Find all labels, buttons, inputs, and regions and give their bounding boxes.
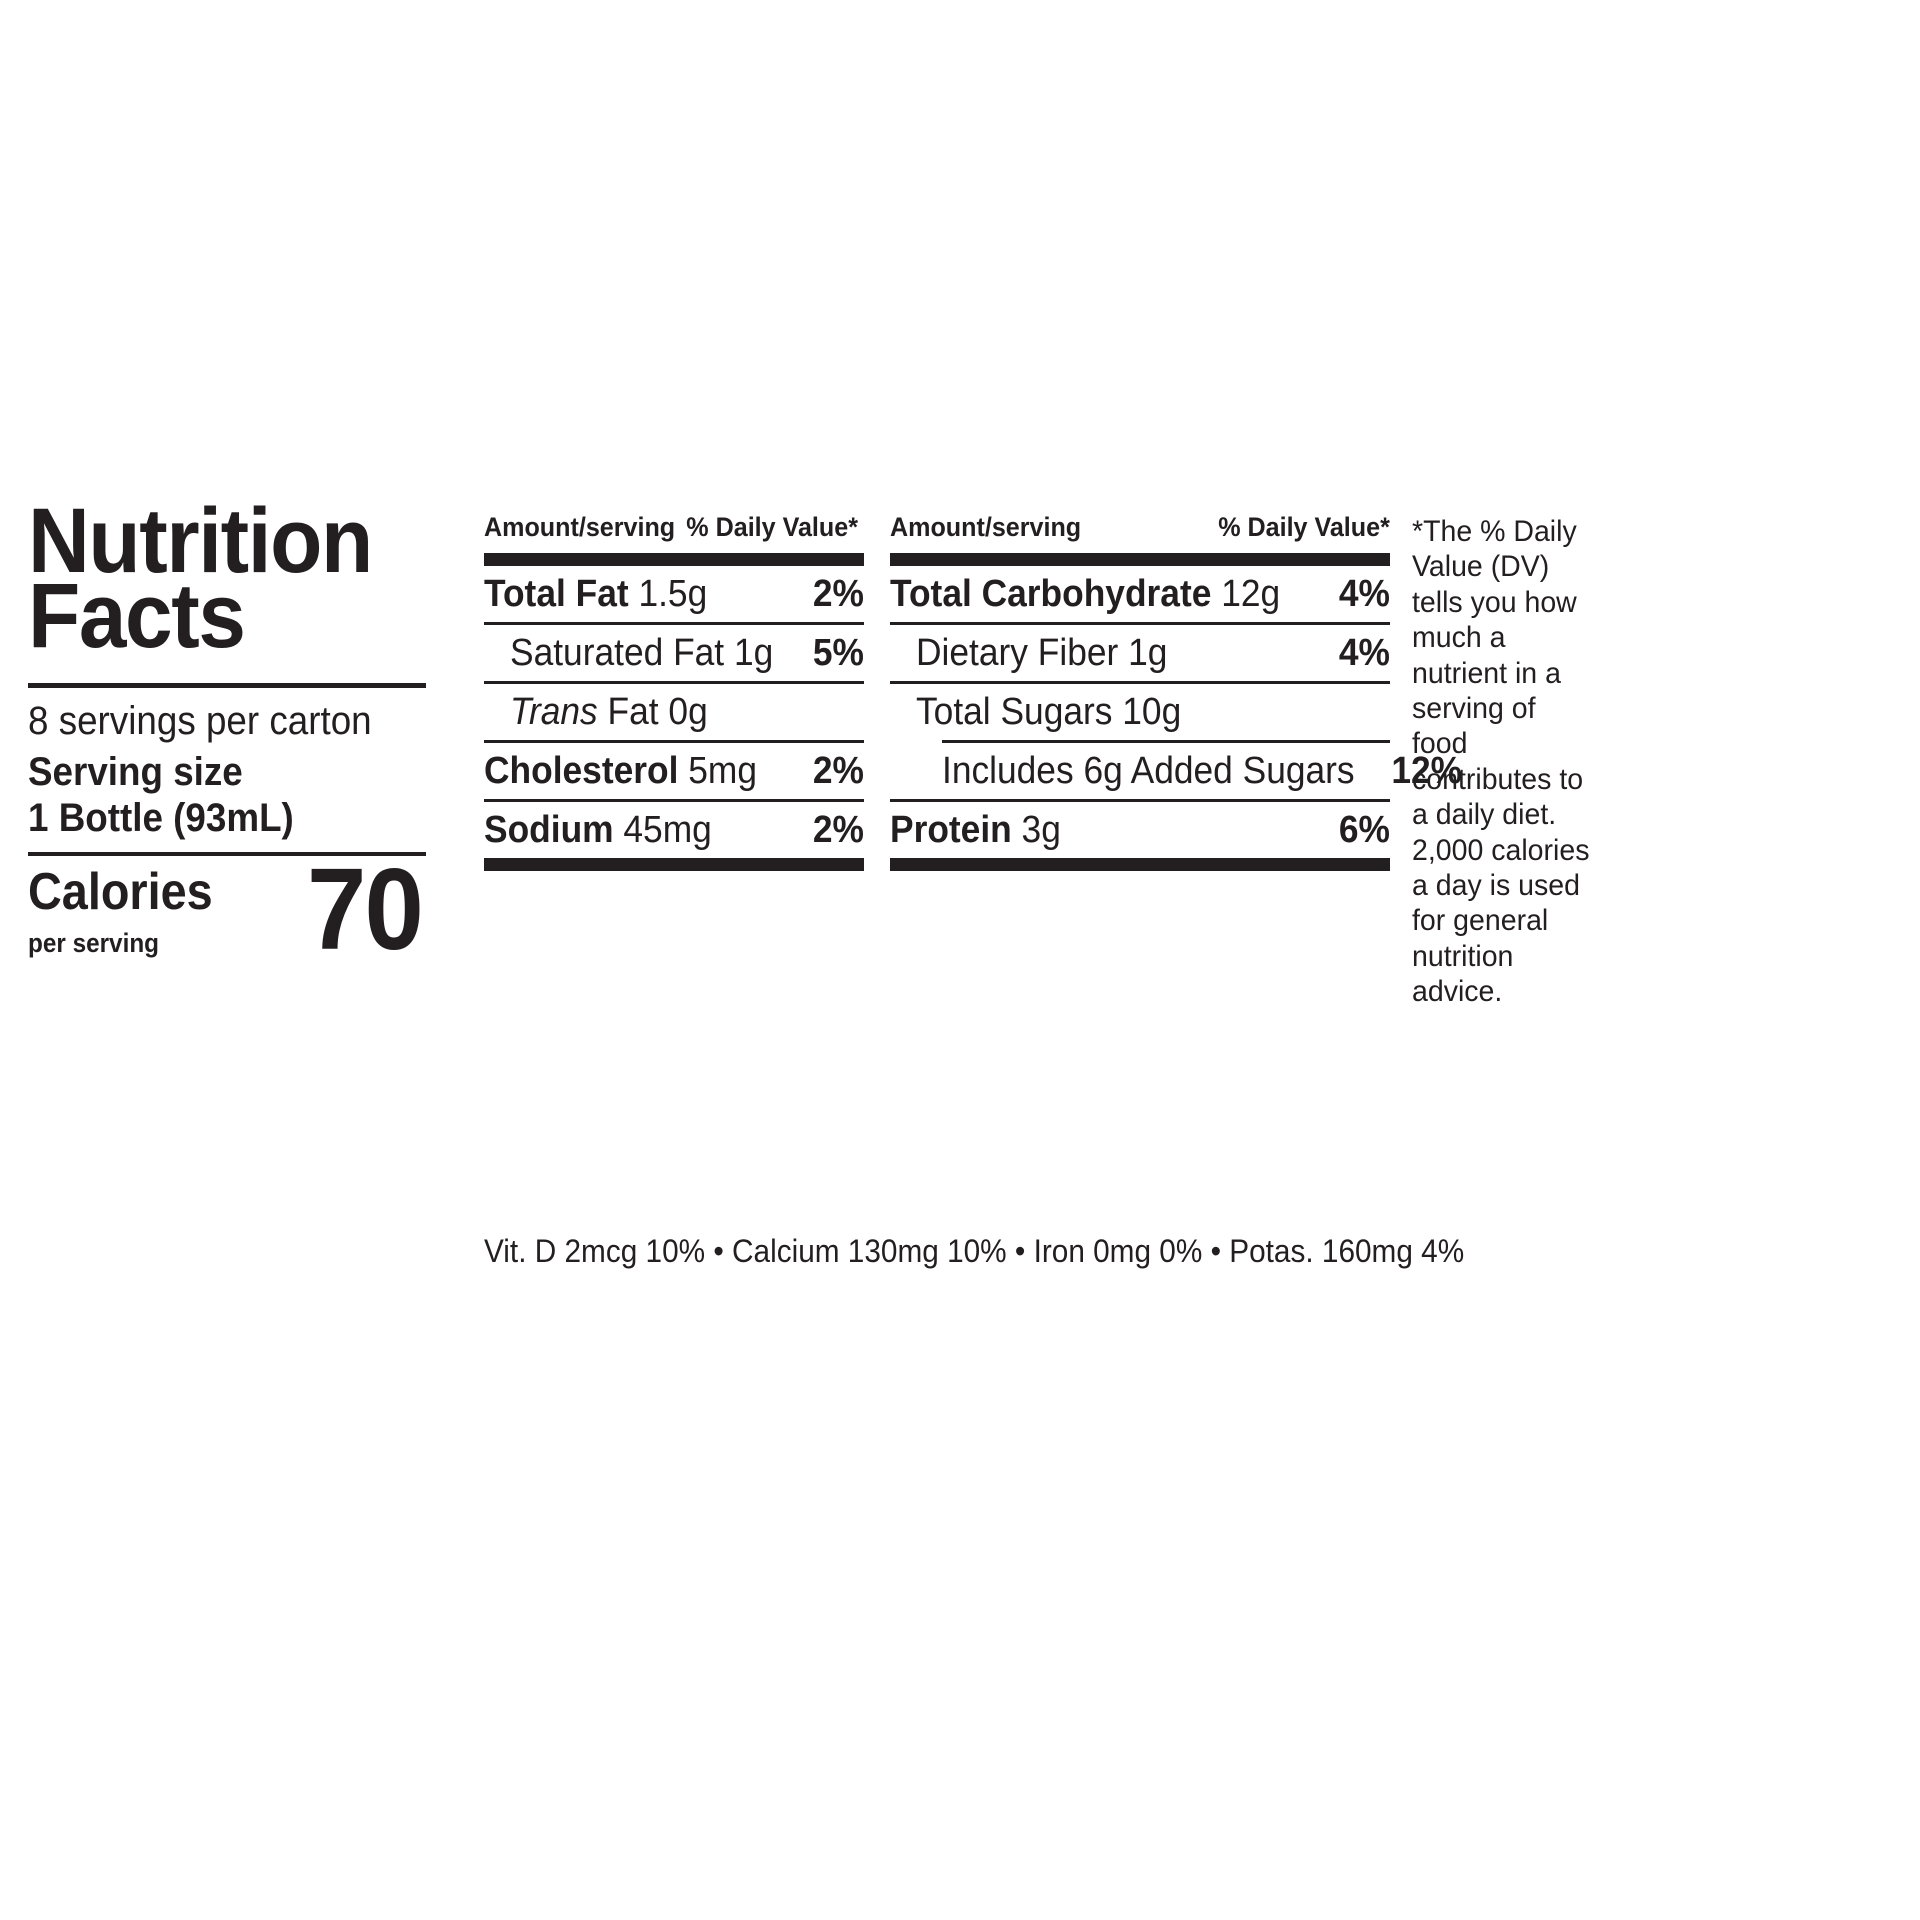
divider-row [890,622,1390,625]
amount-per-serving-header: Amount/serving [484,512,676,542]
total-fat-label: Total Fat [484,573,629,615]
table-row: Trans Fat 0g [484,684,864,740]
calories-value: 70 [306,843,424,974]
table-row: Includes 6g Added Sugars 12% [890,743,1462,799]
amount-per-serving-header: Amount/serving [890,512,1082,542]
protein-amount: 3g [1011,809,1061,851]
serving-info-block: Nutrition Facts 8 servings per carton Se… [28,490,426,982]
divider-under-title [28,682,426,688]
table-row: Total Sugars 10g [890,684,1390,740]
divider-row [890,799,1390,802]
dietary-fiber-dv: 4% [1338,632,1390,674]
saturated-fat-dv: 5% [812,632,864,674]
table-row: Saturated Fat 1g 5% [484,625,864,681]
daily-value-footnote: *The % Daily Value (DV) tells you how mu… [1412,515,1590,1009]
trans-fat-italic: Trans [510,691,598,733]
cholesterol-amount: 5mg [678,750,757,792]
nutrition-panel: Nutrition Facts 8 servings per carton Se… [28,490,1892,1009]
dietary-fiber-text: Dietary Fiber 1g [916,632,1168,674]
total-fat-amount: 1.5g [628,573,708,615]
calories-sublabel: per serving [28,927,160,958]
micronutrients-text: Vit. D 2mcg 10% • Calcium 130mg 10% • Ir… [484,1233,1465,1269]
calories-text-group: Calories per serving [28,862,233,957]
cholesterol-label: Cholesterol [484,750,679,792]
divider-col1-bottom [484,858,864,871]
divider-col2-top [890,553,1390,566]
sodium-dv: 2% [812,809,864,851]
column-two-headers: Amount/serving % Daily Value* [890,512,1390,553]
daily-value-header: % Daily Value* [686,512,858,542]
divider-above-calories [28,851,426,856]
table-row: Sodium 45mg 2% [484,802,864,858]
saturated-fat-text: Saturated Fat 1g [510,632,774,674]
table-row: Total Carbohydrate 12g 4% [890,566,1390,622]
total-fat-dv: 2% [812,573,864,615]
divider-row [484,799,864,802]
serving-size-label: Serving size [28,749,243,794]
table-row: Dietary Fiber 1g 4% [890,625,1390,681]
page-title: Nutrition Facts [28,490,373,668]
protein-dv: 6% [1338,809,1390,851]
total-carbohydrate-label: Total Carbohydrate [890,573,1212,615]
divider-col1-top [484,553,864,566]
divider-col2-bottom [890,858,1390,871]
sodium-label: Sodium [484,809,614,851]
column-one-headers: Amount/serving % Daily Value* [484,512,864,553]
daily-value-header: % Daily Value* [1218,512,1390,542]
nutrient-column-two: Amount/serving % Daily Value* Total Carb… [890,498,1462,871]
total-sugars-text: Total Sugars 10g [916,691,1182,733]
divider-row [890,681,1390,684]
protein-label: Protein [890,809,1012,851]
divider-row [484,622,864,625]
added-sugars-text: Includes 6g Added Sugars [942,750,1355,792]
added-sugars-dv: 12% [1390,750,1462,792]
table-row: Total Fat 1.5g 2% [484,566,864,622]
servings-per-container: 8 servings per carton [28,698,372,743]
divider-row-indented [942,740,1390,743]
total-carbohydrate-amount: 12g [1211,573,1281,615]
serving-size-value: 1 Bottle (93mL) [28,795,294,840]
nutrient-column-one: Amount/serving % Daily Value* Total Fat … [484,498,864,871]
cholesterol-dv: 2% [812,750,864,792]
sodium-amount: 45mg [613,809,712,851]
table-row: Protein 3g 6% [890,802,1390,858]
divider-row [484,681,864,684]
divider-row [484,740,864,743]
calories-label: Calories [28,862,213,921]
trans-fat-rest: Fat 0g [597,691,708,733]
calories-row: Calories per serving 70 [28,851,426,982]
micronutrients-row: Vit. D 2mcg 10% • Calcium 130mg 10% • Ir… [484,1222,1484,1269]
total-carbohydrate-dv: 4% [1338,573,1390,615]
table-row: Cholesterol 5mg 2% [484,743,864,799]
